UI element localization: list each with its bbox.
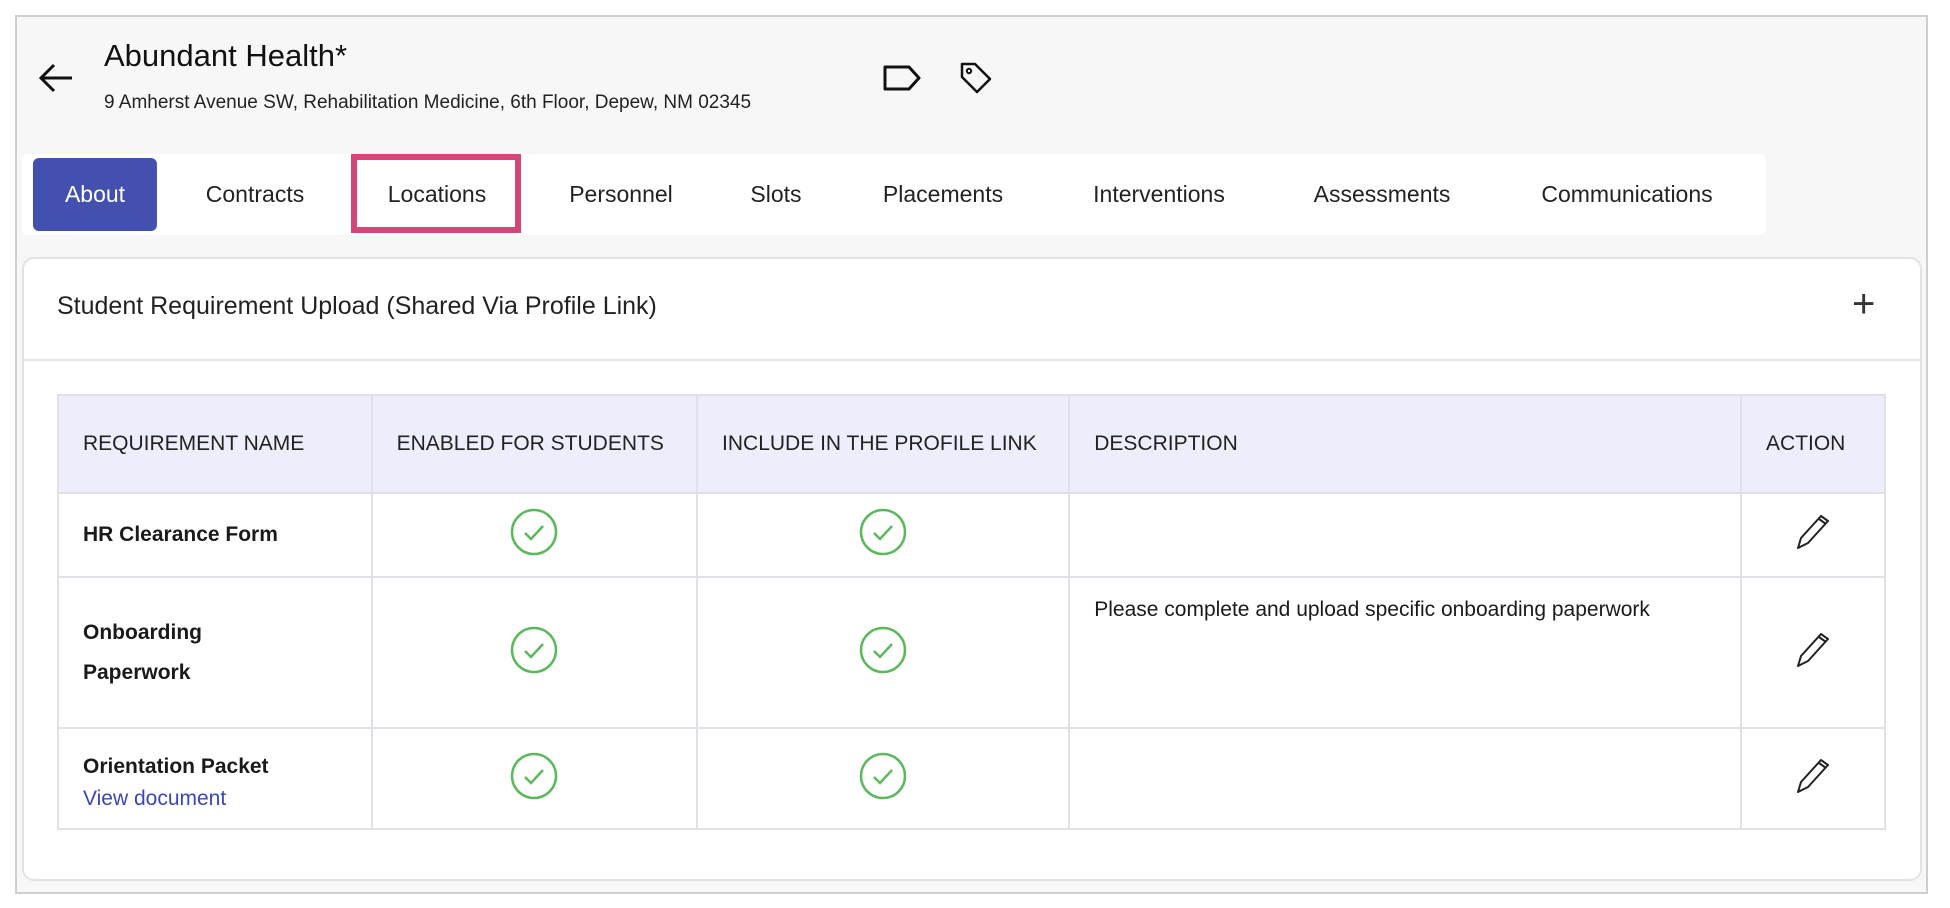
tab-interventions[interactable]: Interventions bbox=[1093, 181, 1225, 207]
locations-highlight-box bbox=[351, 154, 521, 233]
pencil-icon[interactable] bbox=[1793, 512, 1833, 552]
table-row: Onboarding Paperwork Please complete and… bbox=[57, 576, 1886, 729]
requirement-name: Onboarding Paperwork bbox=[83, 620, 202, 684]
check-circle-icon bbox=[859, 626, 907, 673]
table-row: Orientation Packet View document bbox=[57, 727, 1886, 830]
check-circle-icon bbox=[511, 508, 558, 556]
column-header: DESCRIPTION bbox=[1068, 394, 1743, 494]
card-title: Student Requirement Upload (Shared Via P… bbox=[57, 292, 657, 320]
column-header: REQUIREMENT NAME bbox=[57, 394, 373, 494]
pencil-icon[interactable] bbox=[1793, 630, 1833, 670]
check-circle-icon bbox=[859, 508, 907, 556]
tab-locations[interactable]: Locations bbox=[387, 181, 487, 207]
table-header-row: REQUIREMENT NAME ENABLED FOR STUDENTS IN… bbox=[57, 394, 1886, 494]
description: Please complete and upload specific onbo… bbox=[1094, 598, 1650, 621]
requirement-name: Orientation Packet bbox=[83, 754, 269, 778]
view-document-link[interactable]: View document bbox=[83, 786, 227, 810]
label-icon[interactable] bbox=[882, 64, 922, 92]
requirement-name: HR Clearance Form bbox=[83, 523, 278, 546]
address: 9 Amherst Avenue SW, Rehabilitation Medi… bbox=[104, 92, 752, 113]
tab-personnel[interactable]: Personnel bbox=[569, 181, 673, 207]
requirements-table: REQUIREMENT NAME ENABLED FOR STUDENTS IN… bbox=[57, 394, 1886, 830]
tab-contracts[interactable]: Contracts bbox=[205, 181, 305, 207]
column-header: ENABLED FOR STUDENTS bbox=[370, 394, 699, 494]
back-arrow-icon[interactable] bbox=[38, 62, 74, 94]
tab-assessments[interactable]: Assessments bbox=[1313, 181, 1451, 207]
table-row: HR Clearance Form bbox=[57, 492, 1886, 578]
tag-icon[interactable] bbox=[958, 60, 994, 96]
tab-about[interactable]: About bbox=[32, 158, 158, 231]
check-circle-icon bbox=[859, 752, 907, 799]
tab-communications[interactable]: Communications bbox=[1541, 181, 1713, 207]
column-header: INCLUDE IN THE PROFILE LINK bbox=[696, 394, 1071, 494]
page-title: Abundant Health* bbox=[104, 38, 348, 73]
check-circle-icon bbox=[511, 626, 558, 673]
pencil-icon[interactable] bbox=[1793, 756, 1833, 796]
check-circle-icon bbox=[511, 752, 558, 799]
plus-icon[interactable]: + bbox=[1852, 282, 1876, 326]
tab-placements[interactable]: Placements bbox=[882, 181, 1004, 207]
column-header: ACTION bbox=[1740, 394, 1886, 494]
tab-slots[interactable]: Slots bbox=[750, 181, 802, 207]
tab-bar: About Contracts Locations Personnel Slot… bbox=[22, 154, 1766, 235]
divider bbox=[24, 359, 1920, 361]
